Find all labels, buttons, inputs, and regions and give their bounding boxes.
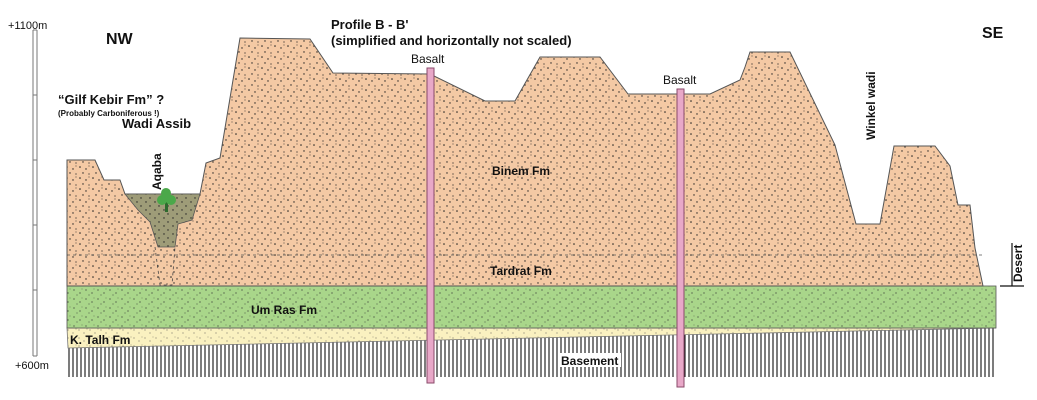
gilf-kebir-label: “Gilf Kebir Fm” ? bbox=[58, 92, 164, 107]
binem-layer bbox=[66, 37, 984, 287]
desert-marker: Desert bbox=[1000, 243, 1025, 287]
winkel-wadi-label: Winkel wadi bbox=[864, 71, 878, 140]
profile-subtitle: (simplified and horizontally not scaled) bbox=[331, 33, 572, 48]
gilf-kebir-note: (Probably Carboniferous !) bbox=[58, 109, 160, 118]
gilf-kebir-infill bbox=[124, 193, 201, 248]
basalt-dyke-1 bbox=[426, 67, 435, 384]
gilf-kebir-dashed-extension bbox=[154, 246, 176, 286]
profile-title: Profile B - B' bbox=[331, 17, 409, 32]
tree-icon bbox=[157, 188, 176, 212]
basement-label: Basement bbox=[561, 354, 618, 368]
aqaba-label: Aqaba bbox=[150, 153, 164, 190]
scale-top-label: +1100m bbox=[8, 20, 47, 32]
basalt-label-1: Basalt bbox=[411, 52, 445, 66]
scale-bottom-label: +600m bbox=[15, 360, 49, 372]
desert-label: Desert bbox=[1011, 245, 1025, 282]
wadi-assib-label: Wadi Assib bbox=[122, 116, 191, 131]
binem-label: Binem Fm bbox=[492, 164, 550, 178]
basement-layer bbox=[67, 328, 996, 377]
basalt-dyke-2 bbox=[676, 88, 685, 388]
um-ras-layer bbox=[66, 285, 997, 329]
basement-label-bg bbox=[559, 353, 621, 367]
orientation-se: SE bbox=[982, 25, 1004, 42]
orientation-nw: NW bbox=[106, 31, 134, 48]
k-talh-label: K. Talh Fm bbox=[70, 333, 130, 347]
basalt-label-2: Basalt bbox=[663, 73, 697, 87]
tardrat-label: Tardrat Fm bbox=[490, 264, 552, 278]
um-ras-label: Um Ras Fm bbox=[251, 303, 317, 317]
elevation-scale-bar: +1100m +600m bbox=[8, 20, 49, 372]
